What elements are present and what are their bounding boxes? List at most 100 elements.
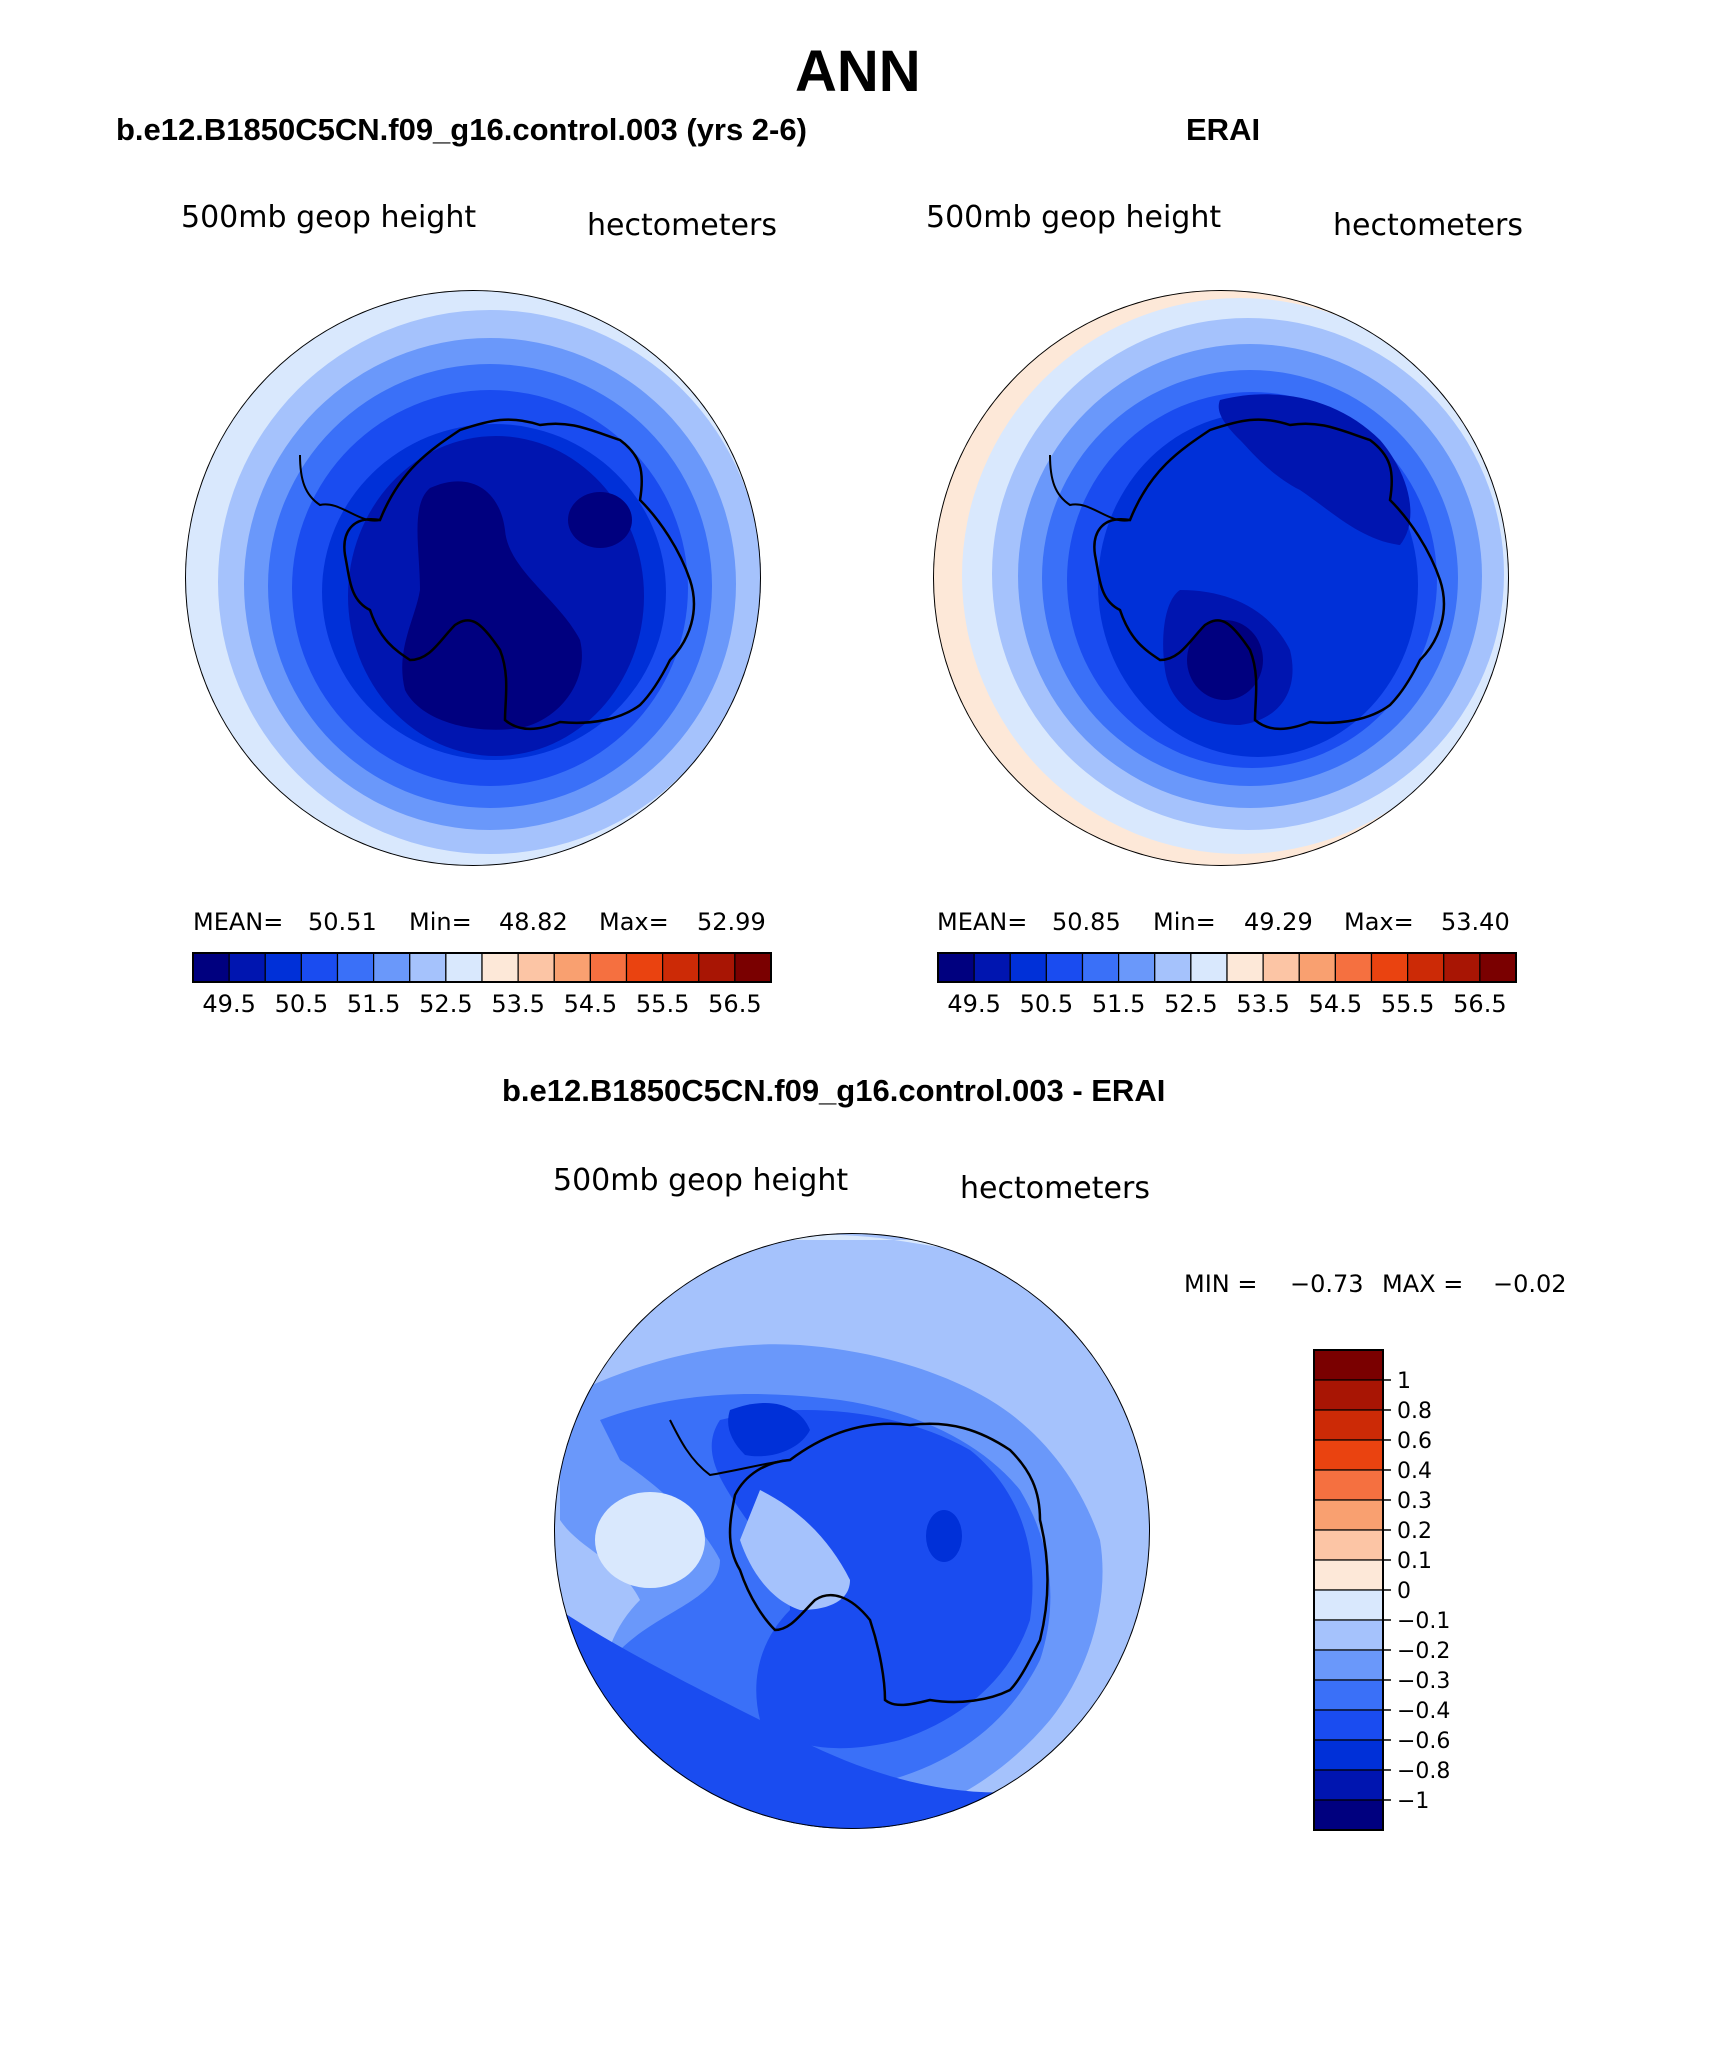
panel-2-max-value: 53.40 <box>1441 908 1510 936</box>
panel-3-title: b.e12.B1850C5CN.f09_g16.control.003 - ER… <box>502 1073 1166 1108</box>
panel-3-variable: 500mb geop height <box>553 1163 849 1198</box>
panel-2-colorbar-box <box>1443 952 1481 983</box>
panel-1-colorbar-frame <box>192 952 772 983</box>
panel-1-colorbar-box <box>698 952 736 983</box>
panel-1-colorbar-label: 50.5 <box>275 990 328 1018</box>
panel-3-colorbar-label: −0.6 <box>1397 1729 1450 1754</box>
panel-1-mean-value: 50.51 <box>308 908 377 936</box>
panel-2-colorbar-label: 52.5 <box>1164 990 1217 1018</box>
panel-3-colorbar-label: −0.4 <box>1397 1699 1450 1724</box>
panel-3-contour-fill <box>595 1492 705 1588</box>
panel-1-colorbar-label: 53.5 <box>491 990 544 1018</box>
panel-1-colorbar-label: 52.5 <box>419 990 472 1018</box>
panel-1-mean-label: MEAN= <box>193 908 284 936</box>
panel-3-colorbar-box <box>1313 1799 1384 1831</box>
panel-2-colorbar-box <box>1262 952 1300 983</box>
panel-3-colorbar-label: 0.3 <box>1397 1489 1432 1514</box>
panel-1-colorbar-box <box>517 952 555 983</box>
panel-3-colorbar-box <box>1313 1409 1384 1441</box>
panel-3-colorbar-label: −0.8 <box>1397 1759 1450 1784</box>
panel-2-colorbar-box <box>1226 952 1264 983</box>
panel-3-colorbar-box <box>1313 1559 1384 1591</box>
panel-3-colorbar-box <box>1313 1469 1384 1501</box>
panel-2-colorbar-label: 56.5 <box>1453 990 1506 1018</box>
panel-2-map <box>933 290 1509 866</box>
panel-1-colorbar-box <box>409 952 447 983</box>
panel-3-min-label: MIN = <box>1184 1270 1258 1298</box>
panel-3-colorbar-box <box>1313 1499 1384 1531</box>
panel-1-contour-fill <box>402 481 582 730</box>
panel-2-colorbar-box <box>1298 952 1336 983</box>
panel-1-colorbar-label: 55.5 <box>636 990 689 1018</box>
panel-1-map <box>185 290 761 866</box>
panel-3-colorbar-box <box>1313 1769 1384 1801</box>
panel-2-mean-label: MEAN= <box>937 908 1028 936</box>
panel-3-contour-fill <box>926 1510 962 1562</box>
panel-1-max-label: Max= <box>599 908 669 936</box>
panel-2-colorbar: 49.5 50.5 51.5 52.5 53.5 54.5 55.5 56.5 <box>937 952 1517 1018</box>
panel-3-coastline <box>728 1422 1049 1707</box>
panel-2-colorbar-label: 49.5 <box>947 990 1000 1018</box>
panel-3-colorbar-label: 0.2 <box>1397 1519 1432 1544</box>
panel-1-contour-fill <box>568 492 632 548</box>
panel-2-colorbar-label: 51.5 <box>1092 990 1145 1018</box>
panel-2-min-value: 49.29 <box>1244 908 1313 936</box>
panel-1-colorbar: 49.5 50.5 51.5 52.5 53.5 54.5 55.5 56.5 <box>192 952 772 1018</box>
panel-3-colorbar-box <box>1313 1709 1384 1741</box>
panel-1-units: hectometers <box>587 208 777 243</box>
panel-1-min-label: Min= <box>409 908 472 936</box>
panel-1-colorbar-box <box>336 952 375 983</box>
panel-2-colorbar-label: 53.5 <box>1236 990 1289 1018</box>
panel-2-min-label: Min= <box>1153 908 1216 936</box>
panel-2-colorbar-box <box>973 952 1011 983</box>
panel-2-max-label: Max= <box>1344 908 1414 936</box>
panel-3-colorbar-label: 0.4 <box>1397 1459 1432 1484</box>
panel-3-colorbar-box <box>1313 1379 1384 1411</box>
panel-3-colorbar-label: 0.8 <box>1397 1399 1432 1424</box>
panel-1-min-value: 48.82 <box>499 908 568 936</box>
panel-2-contour-fill <box>1218 394 1411 545</box>
panel-3-colorbar-box <box>1313 1589 1384 1621</box>
panel-1-colorbar-label: 56.5 <box>708 990 761 1018</box>
panel-2-colorbar-box <box>1045 952 1084 983</box>
panel-3-colorbar-box <box>1313 1739 1384 1771</box>
panel-3-colorbar-box <box>1313 1619 1384 1651</box>
panel-2-title: ERAI <box>1186 112 1261 147</box>
panel-1-colorbar-box <box>192 952 230 983</box>
panel-1-colorbar-label: 49.5 <box>202 990 255 1018</box>
panel-2-colorbar-box <box>1118 952 1156 983</box>
panel-2-colorbar-label: 50.5 <box>1020 990 1073 1018</box>
panel-2-colorbar-label: 54.5 <box>1309 990 1362 1018</box>
panel-3-colorbar-box <box>1313 1529 1384 1561</box>
panel-2-colorbar-box <box>1081 952 1120 983</box>
panel-1-max-value: 52.99 <box>697 908 766 936</box>
panel-1-colorbar-box <box>589 952 628 983</box>
panel-3-colorbar-label: −0.3 <box>1397 1669 1450 1694</box>
panel-1-colorbar-box <box>300 952 339 983</box>
panel-3-colorbar-label: −0.1 <box>1397 1609 1450 1634</box>
panel-1-peninsula <box>299 454 381 522</box>
panel-1-colorbar-box <box>481 952 519 983</box>
panel-3-colorbar-box <box>1313 1439 1384 1471</box>
panel-3-colorbar-box <box>1313 1649 1384 1681</box>
panel-2-variable: 500mb geop height <box>926 200 1222 235</box>
panel-1-coastline <box>343 418 696 731</box>
panel-2-colorbar-frame <box>937 952 1517 983</box>
panel-2-colorbar-box <box>1190 952 1228 983</box>
panel-1-variable: 500mb geop height <box>181 200 477 235</box>
panel-3-colorbar-label: 0.6 <box>1397 1429 1432 1454</box>
panel-2-colorbar-box <box>1154 952 1192 983</box>
panel-2-colorbar-box <box>1370 952 1409 983</box>
panel-1-colorbar-box <box>662 952 700 983</box>
panel-3-max-value: −0.02 <box>1493 1270 1567 1298</box>
panel-2-mean-value: 50.85 <box>1052 908 1121 936</box>
panel-3-colorbar-label: −1 <box>1397 1789 1429 1814</box>
panel-1-title: b.e12.B1850C5CN.f09_g16.control.003 (yrs… <box>116 112 807 147</box>
panel-1-colorbar-box <box>553 952 591 983</box>
panel-3-units: hectometers <box>960 1171 1150 1206</box>
figure-title: ANN <box>795 39 921 104</box>
panel-1-colorbar-box <box>373 952 411 983</box>
panel-3-colorbar: 1 0.8 0.6 0.4 0.3 0.2 0.1 0 −0.1 −0.2 −0.3 −0.4 −0.6… <box>1313 1349 1450 1831</box>
